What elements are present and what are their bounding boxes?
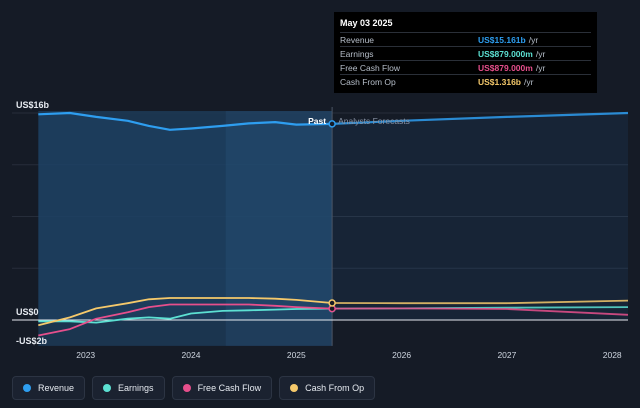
cash-from-op-marker (328, 299, 336, 307)
tooltip-label: Revenue (340, 34, 375, 45)
free-cash-flow-line-forecast (332, 307, 629, 316)
revenue-marker (328, 120, 336, 128)
legend-dot-icon (103, 384, 112, 392)
tooltip-value: US$15.161b (478, 34, 526, 45)
free-cash-flow-line-past (38, 303, 333, 337)
x-tick-label: 2028 (603, 350, 622, 360)
tooltip-label: Free Cash Flow (340, 62, 400, 73)
cash-from-op-line-past (38, 297, 333, 327)
tooltip-date: May 03 2025 (340, 18, 393, 28)
tooltip-unit: /yr (524, 76, 534, 87)
legend-dot-icon (290, 384, 299, 392)
tooltip-row-revenue: Revenue US$15.161b /yr (340, 32, 591, 46)
cash-from-op-line-forecast (332, 299, 629, 305)
earnings-line-past (38, 307, 333, 324)
tooltip-label: Cash From Op (340, 76, 396, 87)
y-tick-label: US$0 (16, 307, 39, 317)
forecast-label: Analysts Forecasts (338, 116, 410, 126)
legend-label: Free Cash Flow (197, 383, 262, 393)
past-label: Past (308, 116, 326, 126)
tooltip-label: Earnings (340, 48, 374, 59)
tooltip-value: US$879.000m (478, 48, 533, 59)
tooltip: May 03 2025 Revenue US$15.161b /yr Earni… (334, 12, 597, 93)
legend-item-earnings[interactable]: Earnings (92, 376, 165, 400)
tooltip-unit: /yr (535, 62, 546, 73)
y-tick-label: -US$2b (16, 336, 48, 346)
x-tick-label: 2023 (76, 350, 95, 360)
chart-area: US$16b US$0 -US$2b 2023 2024 2025 2026 2027 2028… (12, 100, 629, 360)
revenue-line-past (38, 111, 333, 131)
legend-dot-icon (23, 384, 31, 392)
legend-label: Revenue (38, 383, 75, 393)
revenue-area (38, 113, 629, 320)
legend-label: Cash From Op (305, 383, 365, 393)
legend-label: Earnings (118, 383, 154, 393)
legend: Revenue Earnings Free Cash Flow Cash Fro… (12, 376, 376, 400)
legend-item-revenue[interactable]: Revenue (12, 376, 86, 400)
legend-item-free-cash-flow[interactable]: Free Cash Flow (171, 376, 273, 400)
tooltip-value: US$879.000m (478, 62, 533, 73)
tooltip-value: US$1.316b (478, 76, 521, 87)
tooltip-row-earnings: Earnings US$879.000m /yr (340, 46, 591, 60)
x-tick-label: 2026 (392, 350, 411, 360)
y-tick-label: US$16b (16, 100, 50, 110)
legend-dot-icon (182, 384, 191, 392)
tooltip-row-cash-from-op: Cash From Op US$1.316b /yr (340, 74, 591, 88)
revenue-line-forecast (332, 111, 629, 125)
legend-item-cash-from-op[interactable]: Cash From Op (279, 376, 376, 400)
tooltip-row-free-cash-flow: Free Cash Flow US$879.000m /yr (340, 60, 591, 74)
x-tick-label: 2025 (287, 350, 306, 360)
x-tick-label: 2024 (182, 350, 201, 360)
tooltip-unit: /yr (535, 48, 546, 59)
x-tick-label: 2027 (497, 350, 516, 360)
tooltip-unit: /yr (528, 34, 539, 45)
